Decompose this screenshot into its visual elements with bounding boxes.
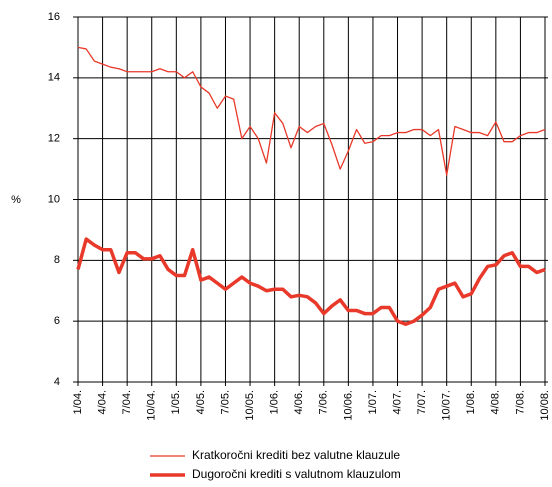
x-tick-label: 7/08. <box>514 390 526 414</box>
x-tick-label: 7/07. <box>416 390 428 414</box>
x-tick-label: 4/04. <box>96 390 108 414</box>
x-tick-label: 7/05. <box>219 390 231 414</box>
x-tick-label: 1/04. <box>72 390 84 414</box>
y-tick-label: 8 <box>54 254 60 266</box>
x-tick-label: 10/08. <box>539 390 551 421</box>
y-tick-label: 4 <box>54 376 60 388</box>
x-tick-label: 4/07. <box>391 390 403 414</box>
x-tick-label: 4/08. <box>490 390 502 414</box>
x-tick-label: 10/07. <box>441 390 453 421</box>
x-tick-label: 10/06. <box>342 390 354 421</box>
x-tick-label: 1/05. <box>170 390 182 414</box>
series-line <box>77 46 546 176</box>
x-tick-label: 1/07. <box>367 390 379 414</box>
y-tick-label: 10 <box>48 193 60 205</box>
x-tick-label: 7/04. <box>121 390 133 414</box>
x-tick-label: 4/06. <box>293 390 305 414</box>
x-tick-label: 1/08. <box>465 390 477 414</box>
y-tick-label: 16 <box>48 11 60 23</box>
y-tick-label: 12 <box>48 133 60 145</box>
x-tick-label: 10/04. <box>146 390 158 421</box>
y-axis-label: % <box>11 194 21 206</box>
legend-label: Dugoročni krediti s valutnom klauzulom <box>192 467 401 481</box>
y-tick-label: 6 <box>54 315 60 327</box>
x-tick-label: 10/05. <box>244 390 256 421</box>
x-tick-label: 1/06. <box>269 390 281 414</box>
legend-label: Kratkoročni krediti bez valutne klauzule <box>192 448 400 462</box>
x-tick-label: 7/06. <box>318 390 330 414</box>
series-line <box>76 237 546 326</box>
x-tick-label: 4/05. <box>195 390 207 414</box>
y-tick-label: 14 <box>48 72 60 84</box>
